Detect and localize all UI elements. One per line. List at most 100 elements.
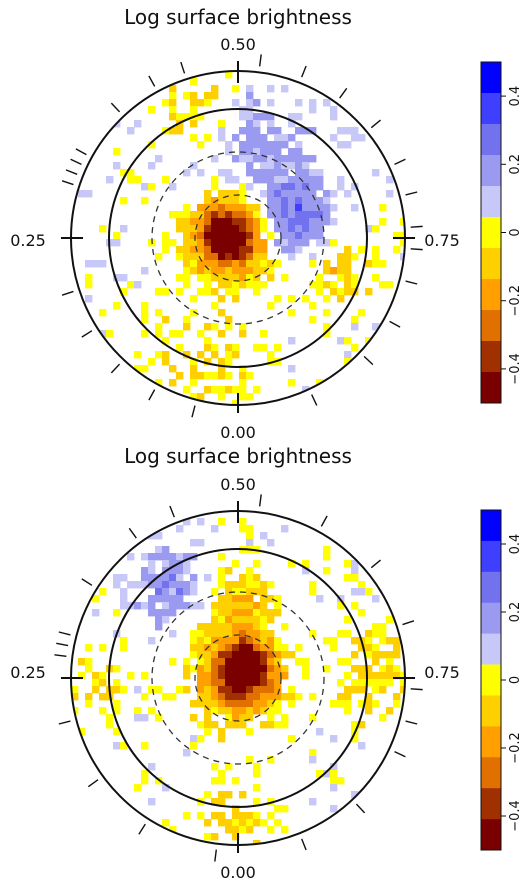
brightness-cell bbox=[218, 372, 226, 380]
brightness-cell bbox=[253, 141, 261, 149]
brightness-cell bbox=[141, 770, 149, 778]
brightness-cell bbox=[190, 120, 198, 128]
brightness-cell bbox=[281, 714, 289, 722]
brightness-cell bbox=[323, 665, 331, 673]
phase-label-left: 0.25 bbox=[10, 663, 46, 682]
brightness-cell bbox=[288, 197, 296, 205]
brightness-cell bbox=[260, 644, 268, 652]
colorbar-swatch bbox=[481, 93, 501, 125]
brightness-cell bbox=[183, 560, 191, 568]
brightness-cell bbox=[267, 260, 275, 268]
brightness-cell bbox=[239, 651, 247, 659]
brightness-cell bbox=[267, 700, 275, 708]
chart-title: Log surface brightness bbox=[124, 444, 352, 468]
brightness-cell bbox=[211, 302, 219, 310]
brightness-cell bbox=[148, 707, 156, 715]
brightness-cell bbox=[197, 812, 205, 820]
brightness-cell bbox=[190, 162, 198, 170]
brightness-cell bbox=[281, 644, 289, 652]
brightness-cell bbox=[239, 665, 247, 673]
brightness-cell bbox=[274, 344, 282, 352]
brightness-cell bbox=[267, 651, 275, 659]
brightness-cell bbox=[225, 693, 233, 701]
brightness-cell bbox=[155, 351, 163, 359]
brightness-cell bbox=[218, 798, 226, 806]
brightness-cell bbox=[246, 120, 254, 128]
phase-label-right: 0.75 bbox=[424, 663, 460, 682]
brightness-cell bbox=[162, 609, 170, 617]
brightness-cell bbox=[225, 372, 233, 380]
brightness-cell bbox=[218, 211, 226, 219]
brightness-cell bbox=[253, 127, 261, 135]
brightness-cell bbox=[330, 113, 338, 121]
brightness-cell bbox=[204, 651, 212, 659]
brightness-cell bbox=[162, 574, 170, 582]
brightness-cell bbox=[113, 742, 121, 750]
brightness-cell bbox=[211, 798, 219, 806]
brightness-cell bbox=[344, 707, 352, 715]
brightness-cell bbox=[232, 602, 240, 610]
brightness-cell bbox=[169, 595, 177, 603]
brightness-cell bbox=[190, 358, 198, 366]
observed-phase-tick bbox=[363, 355, 374, 366]
brightness-cell bbox=[218, 204, 226, 212]
brightness-cell bbox=[239, 672, 247, 680]
brightness-cell bbox=[183, 204, 191, 212]
brightness-cell bbox=[120, 574, 128, 582]
brightness-cell bbox=[288, 651, 296, 659]
brightness-cell bbox=[393, 672, 401, 680]
brightness-cell bbox=[190, 574, 198, 582]
brightness-cell bbox=[330, 204, 338, 212]
brightness-cell bbox=[302, 127, 310, 135]
brightness-cell bbox=[141, 714, 149, 722]
brightness-cell bbox=[274, 609, 282, 617]
brightness-cell bbox=[288, 309, 296, 317]
brightness-cell bbox=[253, 225, 261, 233]
brightness-cell bbox=[267, 609, 275, 617]
brightness-cell bbox=[253, 148, 261, 156]
brightness-cell bbox=[239, 644, 247, 652]
brightness-cell bbox=[323, 211, 331, 219]
brightness-cell bbox=[288, 686, 296, 694]
brightness-cell bbox=[225, 253, 233, 261]
brightness-cell bbox=[197, 169, 205, 177]
brightness-cell bbox=[274, 665, 282, 673]
brightness-cell bbox=[204, 288, 212, 296]
brightness-cell bbox=[344, 337, 352, 345]
brightness-cell bbox=[225, 791, 233, 799]
brightness-cell bbox=[316, 770, 324, 778]
brightness-cell bbox=[127, 169, 135, 177]
brightness-cell bbox=[260, 134, 268, 142]
brightness-cell bbox=[246, 113, 254, 121]
brightness-cell bbox=[246, 644, 254, 652]
brightness-cell bbox=[344, 358, 352, 366]
observed-phase-tick bbox=[128, 527, 137, 539]
brightness-cell bbox=[106, 714, 114, 722]
brightness-cell bbox=[400, 253, 405, 261]
brightness-cell bbox=[204, 92, 212, 100]
brightness-cell bbox=[260, 630, 268, 638]
brightness-cell bbox=[267, 127, 275, 135]
brightness-cell bbox=[253, 267, 261, 275]
brightness-cell bbox=[267, 99, 275, 107]
brightness-cell bbox=[169, 553, 177, 561]
brightness-cell bbox=[316, 595, 324, 603]
brightness-cell bbox=[351, 721, 359, 729]
observed-phase-tick bbox=[110, 102, 121, 113]
brightness-cell bbox=[372, 651, 380, 659]
brightness-cell bbox=[197, 518, 205, 526]
brightness-cell bbox=[274, 211, 282, 219]
brightness-cell bbox=[225, 686, 233, 694]
brightness-cell bbox=[351, 686, 359, 694]
brightness-cell bbox=[197, 225, 205, 233]
brightness-cell bbox=[316, 281, 324, 289]
brightness-cell bbox=[232, 721, 240, 729]
brightness-cell bbox=[211, 665, 219, 673]
brightness-cell bbox=[176, 602, 184, 610]
brightness-cell bbox=[323, 546, 331, 554]
brightness-cell bbox=[204, 386, 212, 394]
brightness-cell bbox=[274, 225, 282, 233]
brightness-cell bbox=[176, 218, 184, 226]
brightness-cell bbox=[330, 763, 338, 771]
brightness-cell bbox=[225, 714, 233, 722]
